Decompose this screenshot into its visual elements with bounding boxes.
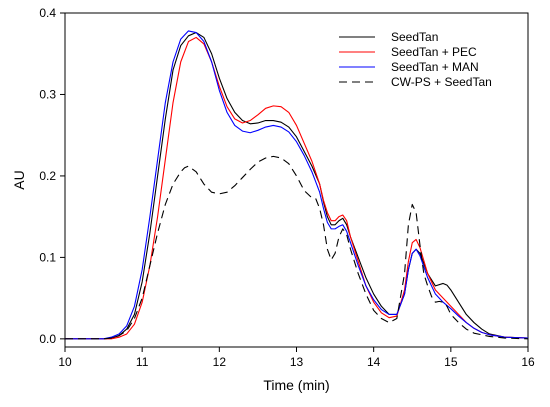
x-tick-label: 15 [444, 355, 458, 369]
y-axis-ticks: 0.0 0.1 0.2 0.3 0.4 [39, 6, 65, 346]
legend-label: CW-PS + SeedTan [391, 75, 492, 89]
x-tick-label: 13 [290, 355, 304, 369]
legend-label: SeedTan + PEC [391, 45, 477, 59]
legend-label: SeedTan [391, 30, 438, 44]
y-tick-label: 0.4 [39, 6, 56, 20]
y-tick-label: 0.3 [39, 87, 56, 101]
x-tick-label: 10 [58, 355, 72, 369]
series-line-2 [65, 36, 529, 340]
x-tick-label: 16 [521, 355, 535, 369]
x-tick-label: 12 [213, 355, 227, 369]
legend-label: SeedTan + MAN [391, 60, 479, 74]
series-line-3 [65, 30, 529, 340]
x-tick-label: 11 [136, 355, 149, 369]
x-tick-label: 14 [367, 355, 381, 369]
y-tick-label: 0.1 [39, 250, 56, 264]
series-layer [65, 30, 529, 340]
series-line-4 [65, 155, 529, 340]
y-tick-label: 0.2 [39, 169, 56, 183]
x-axis-ticks: 10 11 12 13 14 15 16 [58, 347, 535, 369]
y-tick-label: 0.0 [39, 332, 56, 346]
y-axis-title: AU [11, 170, 27, 189]
x-axis-title: Time (min) [263, 377, 329, 393]
